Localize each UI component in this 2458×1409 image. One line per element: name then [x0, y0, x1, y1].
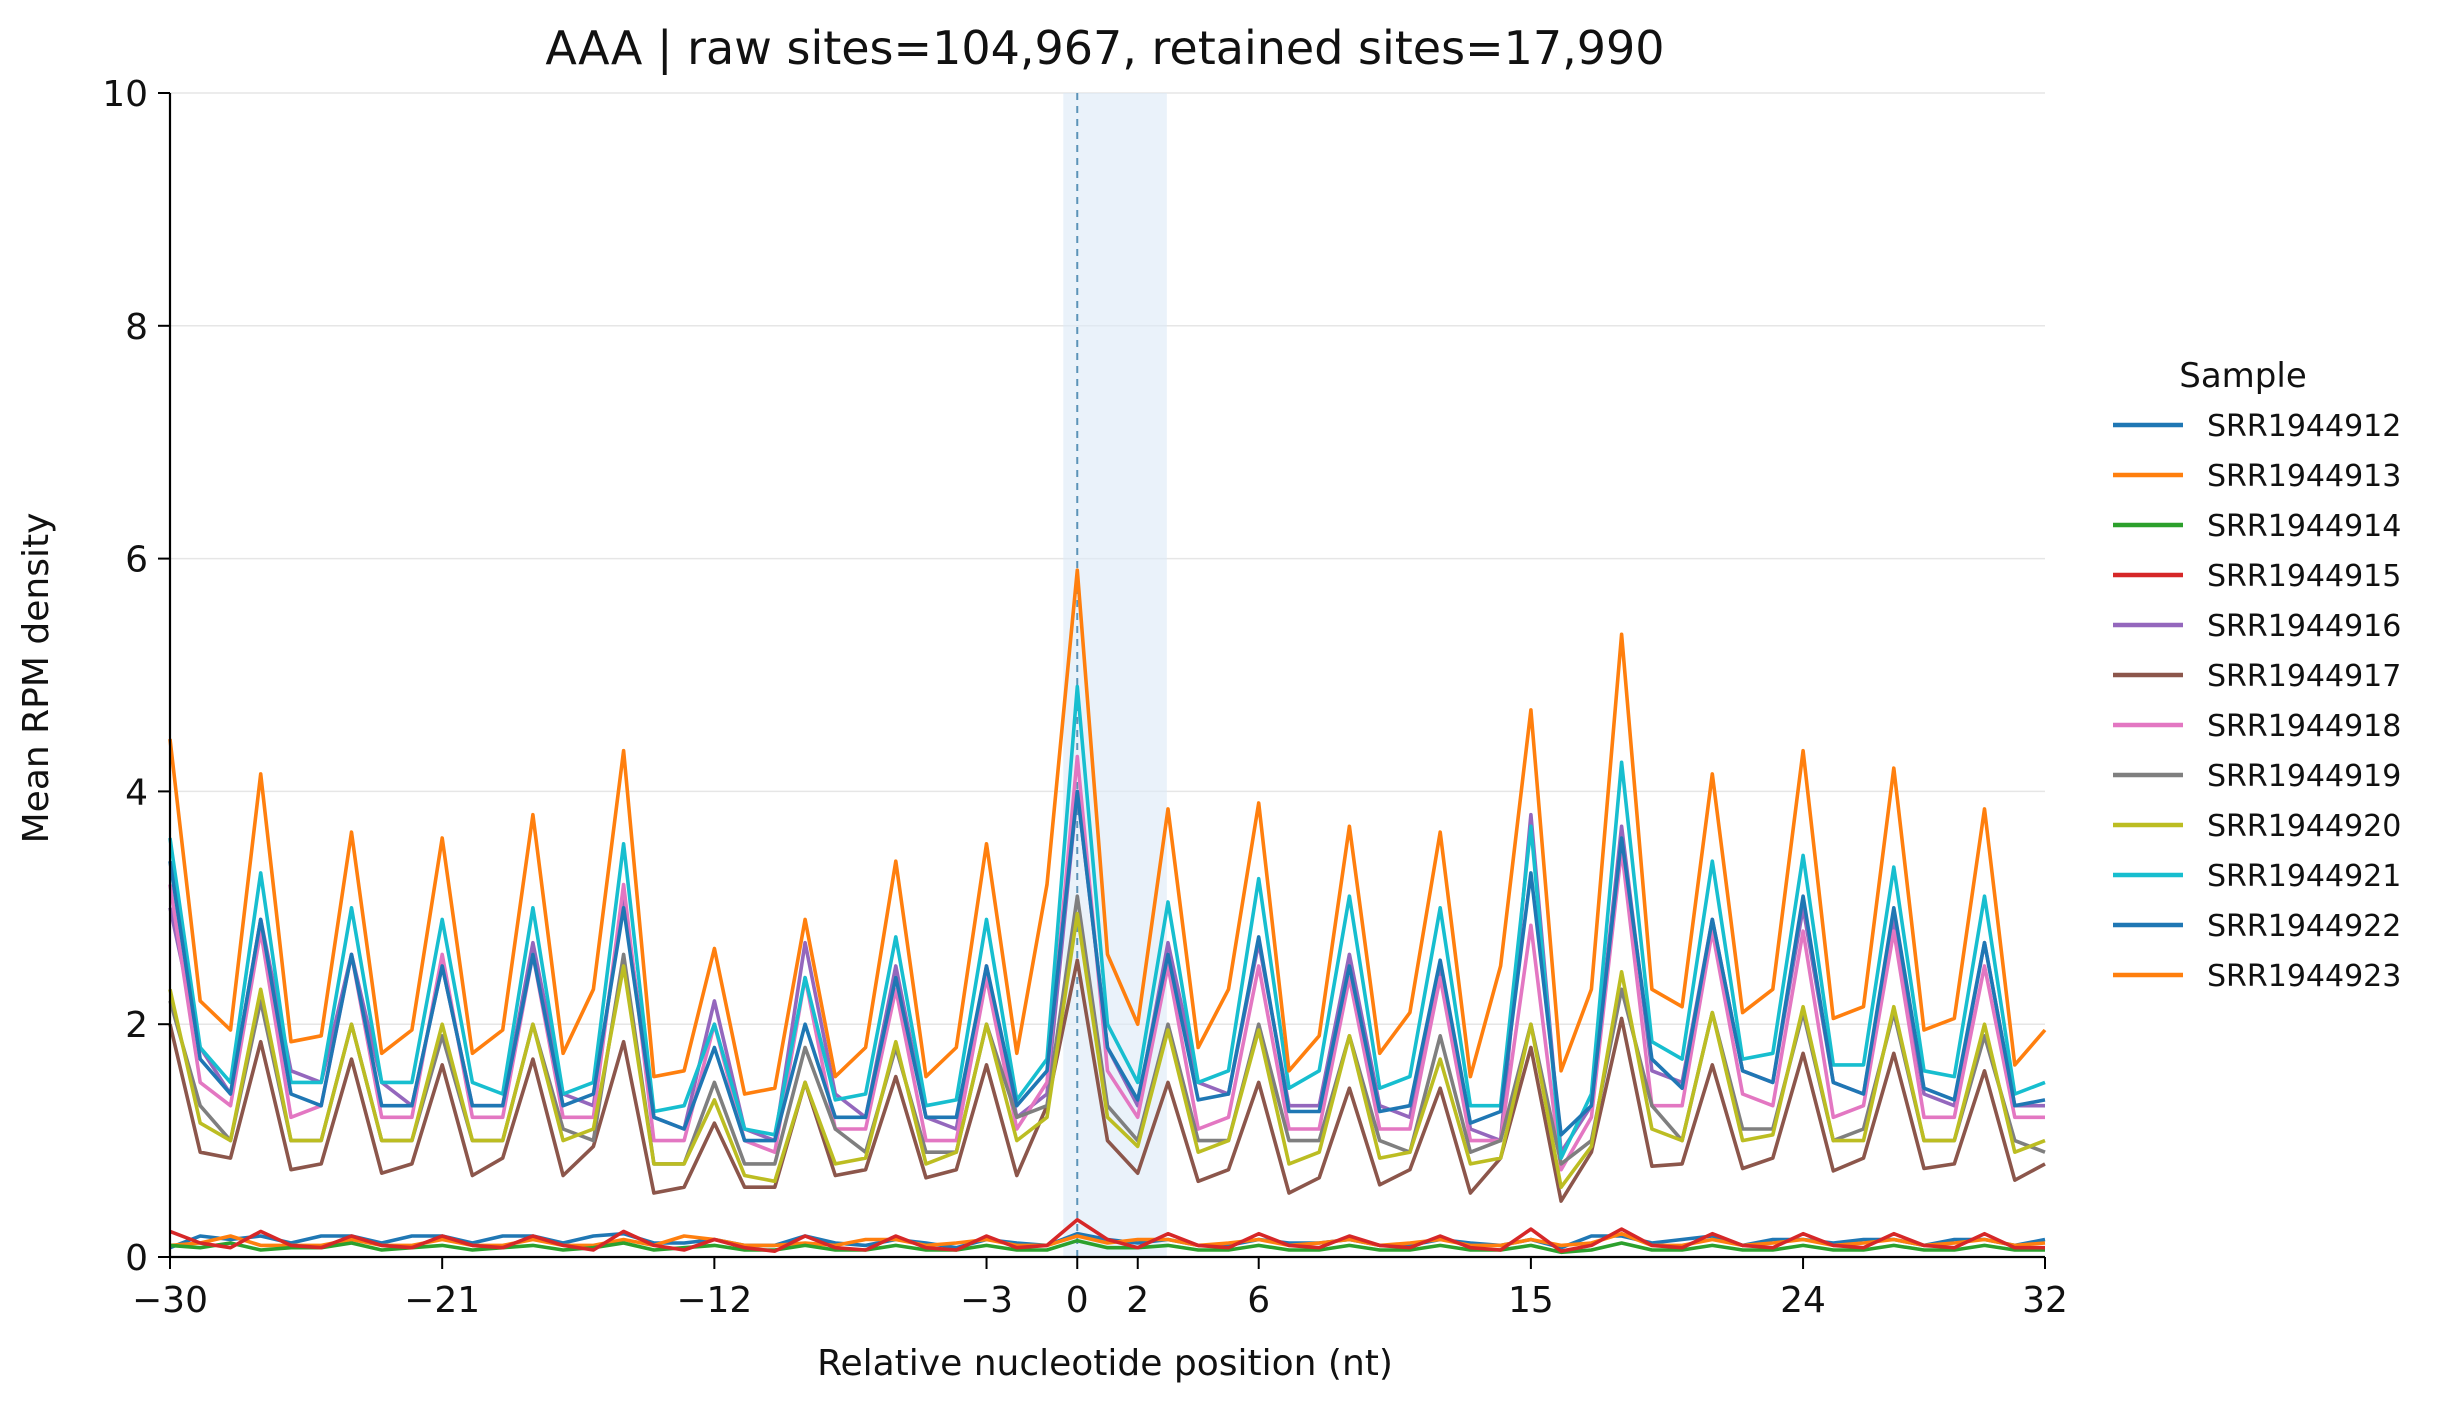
- legend-label: SRR1944913: [2207, 459, 2401, 494]
- x-tick-label: −30: [132, 1280, 208, 1321]
- y-tick-label: 2: [125, 1005, 148, 1046]
- series-line-SRR1944915: [169, 1218, 2045, 1253]
- x-tick-label: 32: [2022, 1280, 2068, 1321]
- legend: Sample SRR1944912 SRR1944913 SRR1944914 SRR…: [2113, 356, 2401, 994]
- legend-label: SRR1944914: [2207, 509, 2401, 544]
- x-tick-label: −3: [960, 1280, 1013, 1321]
- legend-label: SRR1944923: [2207, 959, 2401, 994]
- legend-label: SRR1944920: [2207, 809, 2401, 844]
- legend-label: SRR1944916: [2207, 609, 2401, 644]
- x-tick-label: −12: [676, 1280, 752, 1321]
- series-line-SRR1944923: [168, 568, 2047, 1096]
- x-tick-label: −21: [404, 1280, 480, 1321]
- legend-label: SRR1944921: [2207, 859, 2401, 894]
- series-line-SRR1944917: [168, 958, 2046, 1203]
- legend-title: Sample: [2179, 356, 2306, 396]
- y-tick-label: 6: [125, 540, 148, 581]
- x-tick-label: 24: [1780, 1280, 1826, 1321]
- series-line-SRR1944920: [168, 911, 2046, 1189]
- x-tick-label: 6: [1247, 1280, 1270, 1321]
- x-tick-label: 0: [1066, 1280, 1089, 1321]
- y-axis-label: Mean RPM density: [16, 513, 57, 844]
- legend-label: SRR1944912: [2207, 409, 2401, 444]
- legend-label: SRR1944915: [2207, 559, 2401, 594]
- y-tick-label: 0: [125, 1238, 148, 1279]
- series-line-SRR1944921: [168, 684, 2046, 1160]
- series-line-SRR1944918: [168, 754, 2045, 1172]
- x-tick-label: 15: [1508, 1280, 1554, 1321]
- y-tick-label: 8: [125, 307, 148, 348]
- legend-label: SRR1944917: [2207, 659, 2401, 694]
- legend-label: SRR1944922: [2207, 909, 2401, 944]
- y-tick-label: 4: [125, 772, 148, 813]
- y-tick-label: 10: [102, 74, 148, 115]
- x-tick-label: 2: [1126, 1280, 1149, 1321]
- legend-label: SRR1944919: [2207, 759, 2401, 794]
- legend-label: SRR1944918: [2207, 709, 2401, 744]
- x-axis-label: Relative nucleotide position (nt): [817, 1343, 1393, 1384]
- series-line-SRR1944914: [169, 1238, 2045, 1255]
- series-line-SRR1944922: [168, 789, 2046, 1143]
- chart-title: AAA | raw sites=104,967, retained sites=…: [545, 21, 1664, 76]
